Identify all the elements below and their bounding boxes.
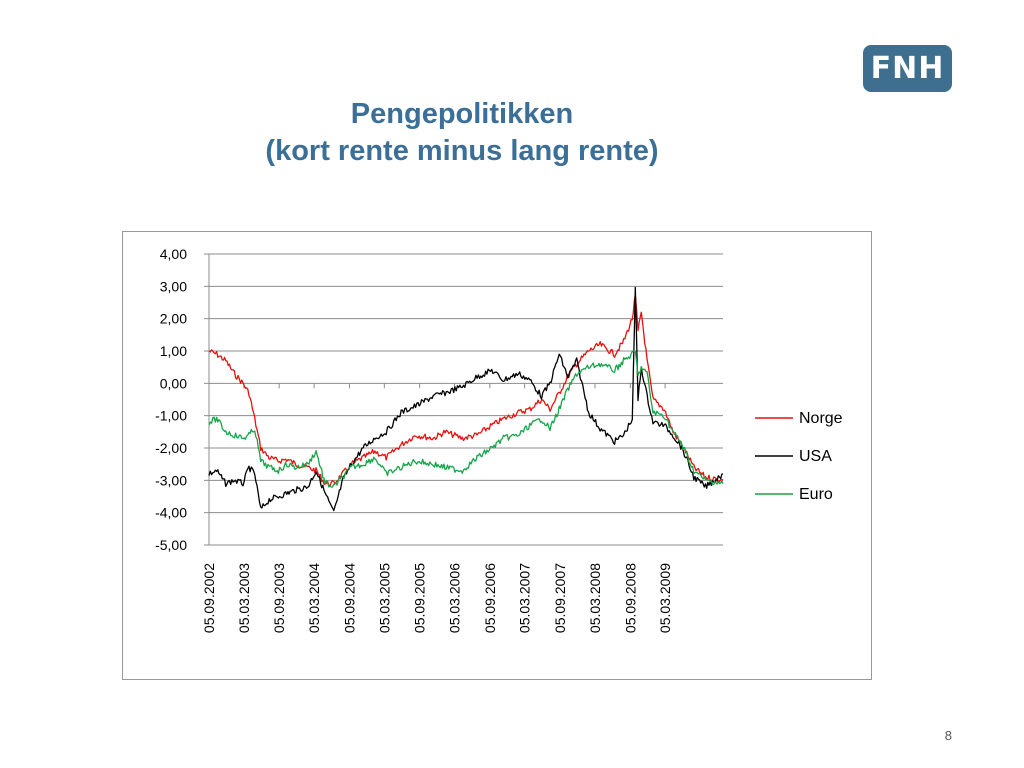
x-tick-label: 05.03.2009 xyxy=(657,563,673,633)
x-tick-label: 05.09.2008 xyxy=(622,563,638,633)
series-line-euro xyxy=(208,349,724,488)
legend-label-norge: Norge xyxy=(799,410,843,427)
x-tick-label: 05.03.2008 xyxy=(587,563,603,633)
series-line-norge xyxy=(208,293,724,487)
x-tick-label: 05.03.2005 xyxy=(376,563,392,633)
logo-text: FNH xyxy=(870,51,945,86)
y-tick-label: 4,00 xyxy=(160,246,187,262)
legend-label-euro: Euro xyxy=(799,486,833,503)
y-tick-label: -2,00 xyxy=(155,440,187,456)
fnh-logo: FNH xyxy=(863,45,952,92)
title-line-1: Pengepolitikken xyxy=(350,98,574,130)
y-tick-label: -3,00 xyxy=(155,472,187,488)
x-tick-label: 05.09.2002 xyxy=(201,563,217,633)
y-tick-label: 2,00 xyxy=(160,311,187,327)
x-tick-label: 05.03.2007 xyxy=(517,563,533,633)
y-tick-label: -4,00 xyxy=(155,505,187,521)
series-line-usa xyxy=(208,286,724,512)
legend-label-usa: USA xyxy=(799,448,832,465)
y-tick-label: -1,00 xyxy=(155,408,187,424)
page-number: 8 xyxy=(944,728,952,743)
x-tick-label: 05.09.2005 xyxy=(412,563,428,633)
x-tick-label: 05.03.2004 xyxy=(306,563,322,633)
x-tick-label: 05.09.2007 xyxy=(552,563,568,633)
slide-title: Pengepolitikken (kort rente minus lang r… xyxy=(0,96,924,170)
x-tick-label: 05.09.2006 xyxy=(482,563,498,633)
x-tick-label: 05.09.2004 xyxy=(342,563,358,633)
x-tick-label: 05.09.2003 xyxy=(271,563,287,633)
x-tick-label: 05.03.2003 xyxy=(236,563,252,633)
y-tick-label: -5,00 xyxy=(155,537,187,553)
y-tick-label: 1,00 xyxy=(160,343,187,359)
chart-frame: 4,00 3,00 2,00 1,00 0,00 -1,00 -2,00 -3,00 -4,00… xyxy=(122,231,872,680)
y-tick-label: 3,00 xyxy=(160,278,187,294)
x-tick-label: 05.03.2006 xyxy=(446,563,462,633)
title-line-2: (kort rente minus lang rente) xyxy=(265,135,659,167)
y-tick-label: 0,00 xyxy=(160,375,187,391)
line-chart: 4,00 3,00 2,00 1,00 0,00 -1,00 -2,00 -3,00 -4,00… xyxy=(155,246,843,633)
